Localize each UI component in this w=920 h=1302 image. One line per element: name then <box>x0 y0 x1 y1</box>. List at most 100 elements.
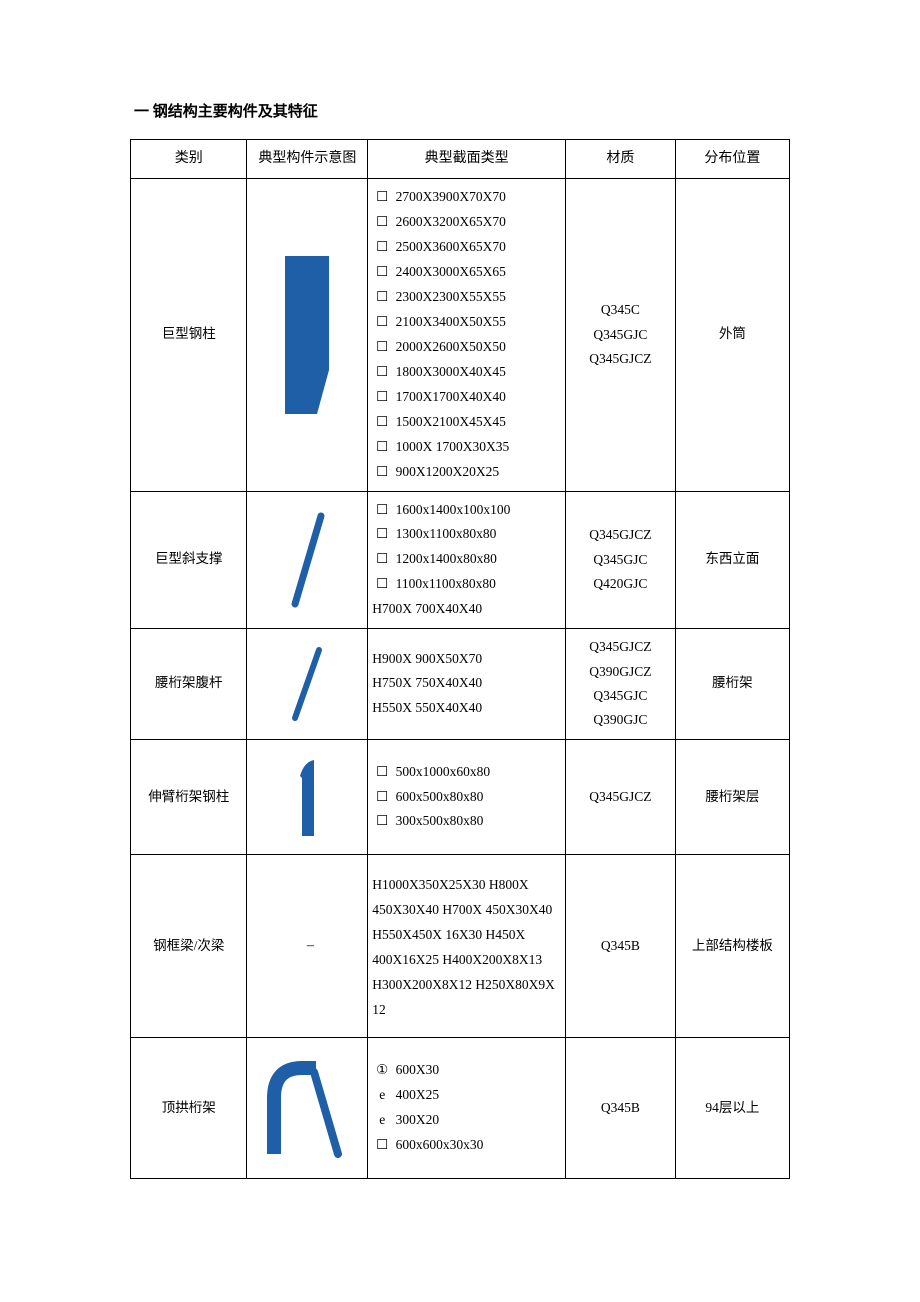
section-text: 1300x1100x80x80 <box>396 526 497 541</box>
section-text: 2000X2600X50X50 <box>396 339 506 354</box>
section-mark: ☐ <box>372 385 392 410</box>
section-line: ① 600X30 <box>372 1058 561 1083</box>
section-mark: ☐ <box>372 498 392 523</box>
section-mark: ☐ <box>372 360 392 385</box>
section-line: ☐ 2100X3400X50X55 <box>372 310 561 335</box>
section-text: 1100x1100x80x80 <box>396 576 496 591</box>
section-line: H550X 550X40X40 <box>372 696 561 721</box>
section-line: H750X 750X40X40 <box>372 671 561 696</box>
cell-materials: Q345B <box>565 855 675 1038</box>
section-line: ☐ 1300x1100x80x80 <box>372 522 561 547</box>
cell-category: 钢框梁/次梁 <box>131 855 247 1038</box>
material-item: Q345B <box>570 1096 671 1120</box>
col-header-location: 分布位置 <box>675 140 789 179</box>
section-text: 2400X3000X65X65 <box>396 264 506 279</box>
cell-sections: ☐ 500x1000x60x80 ☐ 600x500x80x80☐ 300x500… <box>368 739 566 855</box>
section-mark: ☐ <box>372 235 392 260</box>
section-mark: ☐ <box>372 285 392 310</box>
section-line: ☐ 300x500x80x80 <box>372 809 561 834</box>
section-text: 900X1200X20X25 <box>396 464 500 479</box>
section-text: 1200x1400x80x80 <box>396 551 497 566</box>
table-row: 巨型斜支撑 ☐ 1600x1400x100x100☐ 1300x1100x80x… <box>131 491 790 629</box>
component-shape-icon <box>251 250 363 420</box>
section-mark: ☐ <box>372 310 392 335</box>
cell-location: 东西立面 <box>675 491 789 629</box>
section-line: H1000X350X25X30 H800X 450X30X40 H700X 45… <box>372 873 561 1023</box>
col-header-material: 材质 <box>565 140 675 179</box>
section-text: H1000X350X25X30 H800X 450X30X40 H700X 45… <box>372 877 555 1017</box>
section-line: ☐ 600x500x80x80 <box>372 785 561 810</box>
col-header-diagram: 典型构件示意图 <box>247 140 368 179</box>
section-text: 2600X3200X65X70 <box>396 214 506 229</box>
section-text: 2700X3900X70X70 <box>396 189 506 204</box>
section-line: H900X 900X50X70 <box>372 647 561 672</box>
section-text: 1000X 1700X30X35 <box>396 439 510 454</box>
cell-sections: H1000X350X25X30 H800X 450X30X40 H700X 45… <box>368 855 566 1038</box>
section-mark: ☐ <box>372 785 392 810</box>
cell-category: 巨型钢柱 <box>131 178 247 491</box>
section-mark: ☐ <box>372 547 392 572</box>
cell-diagram <box>247 1038 368 1179</box>
section-line: e 300X20 <box>372 1108 561 1133</box>
section-text: 500x1000x60x80 <box>396 764 491 779</box>
table-header-row: 类别 典型构件示意图 典型截面类型 材质 分布位置 <box>131 140 790 179</box>
cell-diagram <box>247 491 368 629</box>
section-mark: ☐ <box>372 1133 392 1158</box>
cell-location: 94层以上 <box>675 1038 789 1179</box>
cell-diagram <box>247 739 368 855</box>
component-shape-icon <box>251 752 363 842</box>
cell-category: 顶拱桁架 <box>131 1038 247 1179</box>
section-mark: ☐ <box>372 335 392 360</box>
col-header-section: 典型截面类型 <box>368 140 566 179</box>
section-line: ☐ 600x600x30x30 <box>372 1133 561 1158</box>
material-item: Q390GJC <box>570 708 671 732</box>
section-text: 600X30 <box>396 1062 440 1077</box>
cell-location: 上部结构楼板 <box>675 855 789 1038</box>
cell-materials: Q345GJCZQ390GJCZQ345GJCQ390GJC <box>565 629 675 739</box>
material-item: Q390GJCZ <box>570 660 671 684</box>
material-item: Q345GJCZ <box>570 635 671 659</box>
cell-materials: Q345GJCZ <box>565 739 675 855</box>
component-shape-icon <box>251 644 363 724</box>
cell-materials: Q345B <box>565 1038 675 1179</box>
section-line: ☐ 2400X3000X65X65 <box>372 260 561 285</box>
table-row: 腰桁架腹杆 H900X 900X50X70H750X 750X40X40H550… <box>131 629 790 739</box>
component-shape-icon <box>251 510 363 610</box>
section-text: 2300X2300X55X55 <box>396 289 506 304</box>
section-line: ☐ 900X1200X20X25 <box>372 460 561 485</box>
table-row: 伸臂桁架钢柱 ☐ 500x1000x60x80 ☐ 600x500x80x80☐ … <box>131 739 790 855</box>
cell-sections: H900X 900X50X70 H750X 750X40X40 H550X 550X… <box>368 629 566 739</box>
section-mark: ☐ <box>372 460 392 485</box>
material-item: Q345GJC <box>570 684 671 708</box>
component-shape-icon: – <box>257 933 363 959</box>
components-table: 类别 典型构件示意图 典型截面类型 材质 分布位置 巨型钢柱 ☐ 2700X39… <box>130 139 790 1179</box>
component-shape-icon <box>251 1058 363 1158</box>
section-text: 1800X3000X40X45 <box>396 364 506 379</box>
section-mark: ☐ <box>372 410 392 435</box>
section-mark: ☐ <box>372 435 392 460</box>
section-mark: e <box>372 1108 392 1133</box>
section-line: ☐ 1600x1400x100x100 <box>372 498 561 523</box>
section-text: 400X25 <box>396 1087 440 1102</box>
material-item: Q345GJCZ <box>570 523 671 547</box>
section-line: ☐ 1100x1100x80x80 <box>372 572 561 597</box>
cell-diagram <box>247 629 368 739</box>
section-text: 1500X2100X45X45 <box>396 414 506 429</box>
cell-sections: ☐ 2700X3900X70X70☐ 2600X3200X65X70☐ 2500… <box>368 178 566 491</box>
cell-sections: ① 600X30e 400X25e 300X20☐ 600x600x30x30 <box>368 1038 566 1179</box>
col-header-category: 类别 <box>131 140 247 179</box>
section-line: ☐ 1200x1400x80x80 <box>372 547 561 572</box>
section-mark: e <box>372 1083 392 1108</box>
section-mark: ① <box>372 1058 392 1083</box>
section-text: 600x600x30x30 <box>396 1137 484 1152</box>
table-row: 钢框梁/次梁–H1000X350X25X30 H800X 450X30X40 H… <box>131 855 790 1038</box>
cell-category: 伸臂桁架钢柱 <box>131 739 247 855</box>
section-text: 1600x1400x100x100 <box>396 502 511 517</box>
section-line: ☐ 1700X1700X40X40 <box>372 385 561 410</box>
section-line: ☐ 1800X3000X40X45 <box>372 360 561 385</box>
section-line: ☐ 2000X2600X50X50 <box>372 335 561 360</box>
section-line: ☐ 1500X2100X45X45 <box>372 410 561 435</box>
cell-materials: Q345CQ345GJCQ345GJCZ <box>565 178 675 491</box>
section-text: H750X 750X40X40 <box>372 675 482 690</box>
material-item: Q345GJC <box>570 323 671 347</box>
